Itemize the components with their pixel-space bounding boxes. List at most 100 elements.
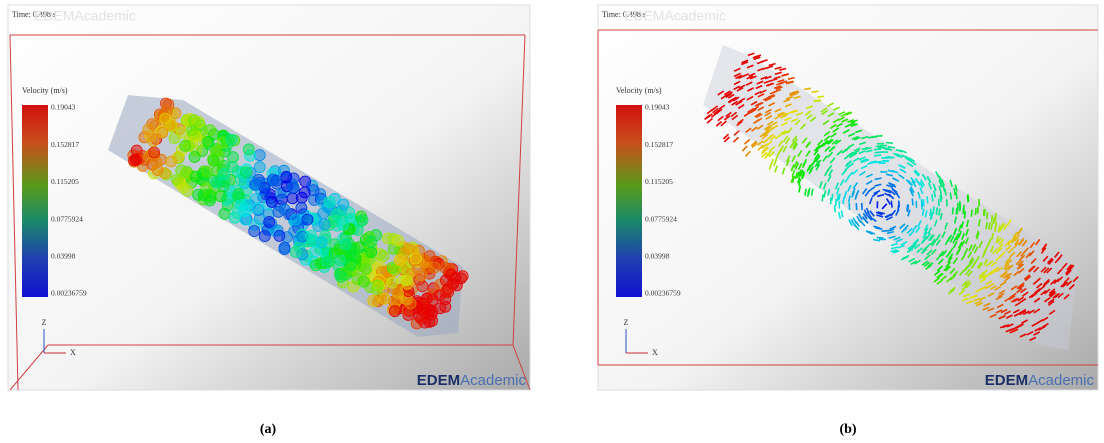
velocity-arrow — [843, 197, 844, 204]
velocity-arrow — [927, 196, 928, 203]
velocity-arrow — [965, 211, 966, 218]
particle — [264, 217, 275, 228]
watermark: EDEMAcademic — [624, 8, 726, 24]
particle — [266, 196, 277, 207]
particle — [424, 316, 435, 327]
brand: EDEMAcademic — [417, 372, 527, 389]
velocity-arrow — [956, 192, 957, 199]
legend-label: 0.03998 — [645, 252, 670, 261]
particle — [236, 199, 247, 210]
axis-x-label: X — [652, 348, 658, 357]
velocity-arrow — [877, 238, 884, 239]
velocity-arrow — [987, 212, 988, 219]
velocity-arrow — [882, 231, 889, 232]
velocity-arrow — [908, 205, 909, 212]
particle — [149, 147, 160, 158]
brand-bold: EDEM — [985, 372, 1028, 389]
particle — [279, 244, 290, 255]
legend-label: 0.115205 — [51, 177, 79, 186]
velocity-arrow — [835, 205, 836, 212]
particle — [332, 209, 343, 220]
particle — [366, 247, 377, 258]
velocity-arrow — [939, 209, 940, 216]
particle — [215, 191, 226, 202]
velocity-arrow — [832, 194, 833, 201]
particle — [411, 253, 422, 264]
particle — [394, 255, 405, 266]
particle — [187, 125, 198, 136]
axis-z-label: Z — [624, 318, 629, 327]
particle — [424, 251, 435, 262]
particle — [157, 127, 168, 138]
particle — [252, 203, 263, 214]
legend-label: 0.19043 — [645, 103, 670, 112]
legend-label: 0.0775924 — [645, 214, 677, 223]
velocity-arrow — [995, 213, 996, 220]
particle — [208, 155, 219, 166]
particle — [274, 230, 285, 241]
particle — [324, 197, 335, 208]
particle — [338, 199, 349, 210]
caption: (b) — [839, 422, 856, 437]
particle — [176, 127, 187, 138]
particle — [443, 286, 454, 297]
particle — [226, 134, 237, 145]
velocity-arrow — [874, 149, 881, 150]
particle — [319, 219, 330, 230]
velocity-arrow — [812, 91, 819, 92]
particle — [189, 152, 200, 163]
particle — [299, 187, 310, 198]
velocity-arrow — [822, 194, 823, 201]
panel: Time: 0.498 sEDEMAcademicVelocity (m/s)0… — [8, 5, 530, 390]
legend-label: 0.00236759 — [645, 289, 681, 298]
particle — [424, 304, 435, 315]
velocity-arrow — [874, 155, 881, 156]
velocity-arrow — [953, 207, 954, 214]
particle — [340, 239, 351, 250]
velocity-arrow — [984, 209, 985, 216]
particle — [357, 215, 368, 226]
panel: Time: 0.498 sEDEMAcademicVelocity (m/s)0… — [598, 5, 1098, 390]
velocity-arrow — [936, 207, 937, 214]
particle — [249, 226, 260, 237]
particle — [287, 193, 298, 204]
legend-label: 0.152817 — [51, 140, 79, 149]
velocity-arrow — [817, 96, 824, 97]
particle — [249, 179, 260, 190]
particle — [358, 276, 369, 287]
velocity-arrow — [930, 209, 931, 216]
particle — [166, 156, 177, 167]
velocity-arrow — [968, 195, 969, 202]
velocity-arrow — [831, 197, 832, 204]
particle — [405, 298, 416, 309]
velocity-arrow — [888, 147, 895, 148]
particle — [233, 188, 244, 199]
velocity-arrow — [992, 215, 993, 222]
particle — [259, 231, 270, 242]
figure: Time: 0.498 sEDEMAcademicVelocity (m/s)0… — [0, 0, 1104, 443]
particle — [378, 251, 389, 262]
legend-label: 0.03998 — [51, 252, 76, 261]
particle — [366, 236, 377, 247]
particle — [450, 273, 461, 284]
particle — [203, 136, 214, 147]
color-bar — [22, 105, 48, 297]
particle — [148, 135, 159, 146]
particle — [379, 293, 390, 304]
particle — [306, 231, 317, 242]
particle — [318, 208, 329, 219]
particle — [338, 219, 349, 230]
particle — [403, 244, 414, 255]
particle — [143, 124, 154, 135]
particle — [401, 275, 412, 286]
particle — [152, 165, 163, 176]
velocity-arrow — [874, 162, 881, 163]
particle — [202, 166, 213, 177]
particle — [211, 177, 222, 188]
particle — [178, 182, 189, 193]
particle — [335, 255, 346, 266]
particle — [323, 256, 334, 267]
legend-label: 0.152817 — [645, 140, 673, 149]
particle — [290, 246, 301, 257]
velocity-arrow — [932, 194, 933, 201]
